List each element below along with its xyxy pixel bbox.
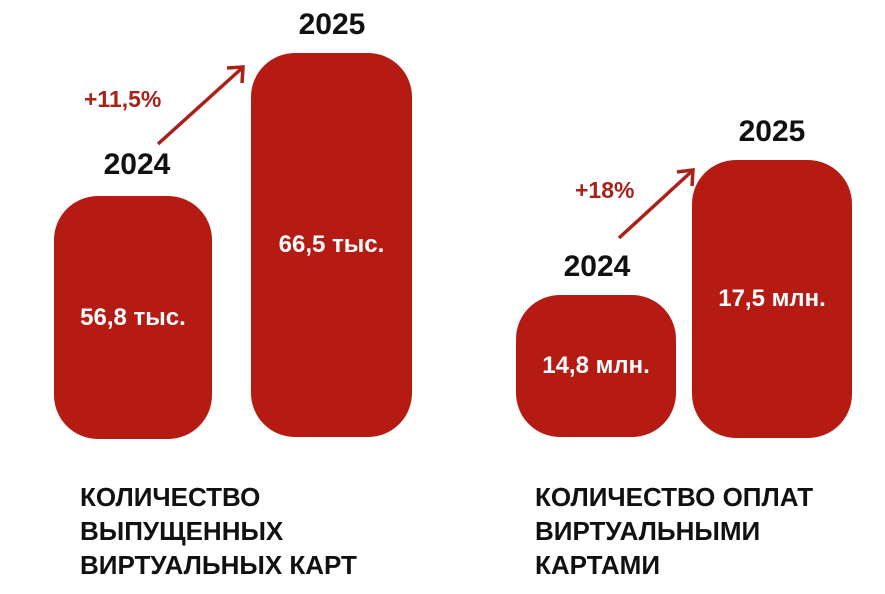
caption-line: ВИРТУАЛЬНЫХ КАРТ: [80, 550, 357, 580]
year-label-2024: 2024: [103, 148, 171, 181]
bar-2024: 56,8 тыс.: [54, 196, 212, 439]
bar-value-label: 14,8 млн.: [542, 352, 650, 379]
growth-arrow-head: [676, 168, 695, 187]
growth-arrow-icon: [617, 168, 695, 240]
chart-caption: КОЛИЧЕСТВО ОПЛАТ ВИРТУАЛЬНЫМИ КАРТАМИ: [535, 480, 813, 582]
caption-line: ВЫПУЩЕННЫХ: [80, 516, 284, 546]
bar-value-label: 66,5 тыс.: [278, 231, 385, 258]
growth-arrow-icon: [156, 65, 245, 146]
growth-label: +18%: [575, 177, 635, 203]
caption-line: ВИРТУАЛЬНЫМИ: [535, 516, 761, 546]
caption-line: КАРТАМИ: [535, 550, 661, 580]
growth-arrow-line: [156, 67, 243, 146]
year-label-2025: 2025: [738, 115, 806, 148]
chart-caption: КОЛИЧЕСТВО ВЫПУЩЕННЫХ ВИРТУАЛЬНЫХ КАРТ: [80, 480, 357, 582]
bar-2025: 66,5 тыс.: [251, 53, 412, 437]
caption-line: КОЛИЧЕСТВО: [80, 482, 261, 512]
year-label-2025: 2025: [298, 8, 366, 41]
bar-2025: 17,5 млн.: [692, 160, 852, 438]
growth-label: +11,5%: [84, 86, 162, 112]
year-label-2024: 2024: [563, 250, 631, 283]
growth-arrow-head: [226, 65, 245, 84]
bar-value-label: 56,8 тыс.: [80, 303, 186, 331]
growth-arrow-line: [617, 170, 693, 240]
bar-value-label: 17,5 млн.: [718, 285, 826, 312]
caption-line: КОЛИЧЕСТВО ОПЛАТ: [535, 482, 814, 512]
bar-2024: 14,8 млн.: [516, 295, 676, 437]
